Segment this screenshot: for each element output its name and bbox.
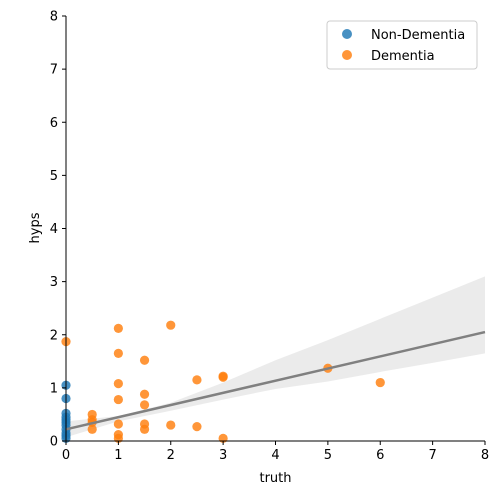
point-dementia [139,400,150,410]
point-dementia [113,323,123,333]
point-dementia [192,422,202,432]
point-dementia [87,424,97,434]
x-tick-label: 7 [428,448,436,463]
x-tick-label: 8 [481,448,489,463]
point-dementia [375,377,385,388]
point-dementia [166,420,176,430]
x-tick-label: 6 [376,448,384,463]
point-dementia [139,424,150,434]
point-dementia [113,419,123,429]
confidence-band-layer [66,276,485,438]
point-dementia [139,355,150,365]
legend-label-non-dementia: Non-Dementia [371,28,465,43]
x-tick-label: 3 [219,448,227,463]
point-dementia [218,372,228,382]
y-tick-label: 1 [50,381,58,396]
x-tick-label: 0 [62,448,70,463]
y-tick-label: 5 [50,169,58,184]
point-dementia [113,379,123,389]
point-dementia [113,348,123,358]
y-tick-label: 8 [50,10,58,25]
point-dementia [139,389,150,399]
y-tick-label: 3 [50,275,58,290]
y-tick-label: 0 [50,435,58,450]
x-tick-label: 5 [324,448,332,463]
point-dementia [192,375,202,385]
point-dementia [113,394,123,405]
legend-box [326,20,478,70]
x-axis-label: truth [259,471,291,486]
ticks-layer: 0 1 2 3 4 5 6 7 8 0 1 2 3 4 5 6 7 8 [50,10,489,464]
y-axis-label: hyps [28,212,43,243]
regression-line-layer [65,330,486,431]
x-tick-label: 2 [167,448,175,463]
y-tick-label: 7 [50,63,58,78]
confidence-band [66,276,485,438]
regression-line [65,330,486,431]
legend-marker-non-dementia [342,29,352,39]
y-tick-label: 2 [50,328,58,343]
y-tick-label: 6 [50,116,58,131]
x-tick-label: 1 [114,448,122,463]
legend: Non-Dementia Dementia [326,20,478,70]
legend-marker-dementia [342,50,352,60]
y-tick-label: 4 [50,222,58,237]
x-tick-label: 4 [271,448,279,463]
point-dementia [166,320,176,330]
legend-label-dementia: Dementia [371,49,435,64]
